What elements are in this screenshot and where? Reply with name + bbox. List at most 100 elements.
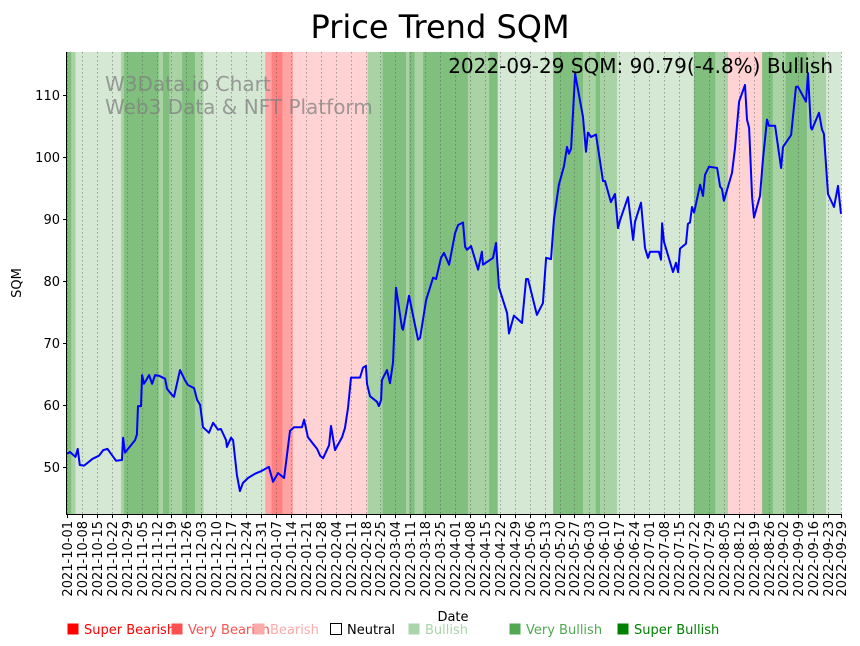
x-tick-label: 2022-04-15 [479, 521, 494, 597]
y-tick-label: 70 [43, 337, 60, 352]
x-tick-label: 2022-08-12 [733, 521, 748, 597]
sentiment-band [806, 52, 827, 514]
x-tick-label: 2022-03-25 [434, 521, 449, 597]
x-tick-label: 2022-09-09 [792, 521, 807, 597]
x-tick-label: 2021-12-17 [225, 521, 240, 597]
sentiment-band [595, 52, 601, 514]
x-tick-label: 2022-06-10 [598, 521, 613, 597]
x-tick-label: 2022-04-01 [449, 521, 464, 597]
sentiment-band [583, 52, 597, 514]
x-tick-label: 2022-09-29 [835, 521, 850, 597]
x-tick-label: 2022-04-22 [494, 521, 509, 597]
legend-label: Bullish [425, 623, 468, 638]
x-tick-label: 2022-02-11 [345, 521, 360, 597]
x-tick-label: 2021-10-01 [61, 521, 76, 597]
legend-swatch [408, 623, 420, 635]
sentiment-band [162, 52, 170, 514]
legend-swatch [617, 623, 629, 635]
x-tick-label: 2021-12-31 [255, 521, 270, 597]
x-tick-label: 2022-08-05 [718, 521, 733, 597]
x-tick-label: 2022-01-07 [270, 521, 285, 597]
sentiment-bands [67, 52, 842, 514]
x-axis-label: Date [437, 610, 468, 625]
x-tick-label: 2022-02-25 [374, 521, 389, 597]
sentiment-band [265, 52, 272, 514]
legend-swatch [330, 623, 342, 635]
legend-item: Very Bullish [509, 623, 602, 638]
sentiment-band [203, 52, 266, 514]
sentiment-band [71, 52, 76, 514]
x-tick-label: 2021-10-15 [91, 521, 106, 597]
y-axis-label: SQM [10, 268, 25, 298]
watermark-line-1: W3Data.io Chart [105, 72, 271, 96]
sentiment-band [169, 52, 183, 514]
x-tick-label: 2021-11-19 [165, 521, 180, 597]
vertical-grid [67, 52, 842, 514]
y-tick-label: 100 [35, 151, 60, 166]
x-tick-label: 2021-11-26 [180, 521, 195, 597]
x-tick-label: 2022-04-29 [509, 521, 524, 597]
x-tick-label: 2022-05-27 [568, 521, 583, 597]
sentiment-band [182, 52, 196, 514]
sentiment-band [382, 52, 407, 514]
y-tick-label: 50 [43, 461, 60, 476]
x-tick-label: 2021-10-08 [76, 521, 91, 597]
x-tick-label: 2022-03-18 [419, 521, 434, 597]
latest-price-annotation: 2022-09-29 SQM: 90.79(-4.8%) Bullish [448, 54, 833, 78]
y-tick-label: 90 [43, 213, 60, 228]
x-tick-label: 2022-07-22 [688, 521, 703, 597]
legend-swatch [67, 623, 79, 635]
sentiment-band [123, 52, 159, 514]
legend-item: Neutral [330, 623, 395, 638]
sentiment-band [414, 52, 424, 514]
axes [66, 52, 841, 515]
x-tick-label: 2022-01-28 [315, 521, 330, 597]
x-ticks: 2021-10-01 2021-10-08 2021-10-15 2021-10-22… [61, 514, 850, 597]
x-tick-label: 2022-01-14 [285, 521, 300, 597]
legend-label: Bearish [270, 623, 319, 638]
legend-label: Very Bullish [526, 623, 602, 638]
sentiment-band [715, 52, 729, 514]
x-tick-label: 2022-06-17 [613, 521, 628, 597]
price-line [66, 72, 842, 493]
legend-item: Super Bearish [67, 623, 175, 638]
sentiment-band [423, 52, 469, 514]
chart-title: Price Trend SQM [310, 8, 569, 46]
sentiment-band [693, 52, 716, 514]
y-tick-label: 110 [35, 89, 60, 104]
x-tick-label: 2022-02-18 [360, 521, 375, 597]
legend-item: Bearish [253, 623, 319, 638]
legend-label: Neutral [347, 623, 395, 638]
x-tick-label: 2022-05-20 [554, 521, 569, 597]
sentiment-band [409, 52, 415, 514]
x-tick-label: 2021-10-22 [106, 521, 121, 597]
y-ticks: 50 60 70 80 90 100 110 [35, 89, 67, 476]
x-tick-label: 2021-12-10 [210, 521, 225, 597]
x-tick-label: 2022-03-04 [389, 521, 404, 597]
sentiment-band [120, 52, 125, 514]
sentiment-band [194, 52, 204, 514]
x-tick-label: 2021-11-12 [151, 521, 166, 597]
x-tick-label: 2022-09-16 [807, 521, 822, 597]
x-tick-label: 2022-07-08 [658, 521, 673, 597]
legend-item: Very Bearish [171, 623, 270, 638]
x-tick-label: 2022-06-03 [583, 521, 598, 597]
x-tick-label: 2022-07-29 [703, 521, 718, 597]
x-tick-label: 2021-10-29 [121, 521, 136, 597]
sentiment-band [75, 52, 122, 514]
legend-item: Super Bullish [617, 623, 719, 638]
x-tick-label: 2022-06-24 [628, 521, 643, 597]
legend-label: Super Bearish [84, 623, 175, 638]
sentiment-band [785, 52, 808, 514]
x-tick-label: 2022-08-19 [748, 521, 763, 597]
y-tick-label: 60 [43, 399, 60, 414]
sentiment-band [158, 52, 164, 514]
sentiment-band [727, 52, 763, 514]
x-tick-label: 2021-11-05 [136, 521, 151, 597]
x-tick-label: 2021-12-03 [195, 521, 210, 597]
watermark-line-2: Web3 Data & NFT Platform [105, 95, 373, 119]
legend-label: Very Bearish [188, 623, 270, 638]
sentiment-band [467, 52, 490, 514]
x-tick-label: 2022-01-21 [300, 521, 315, 597]
